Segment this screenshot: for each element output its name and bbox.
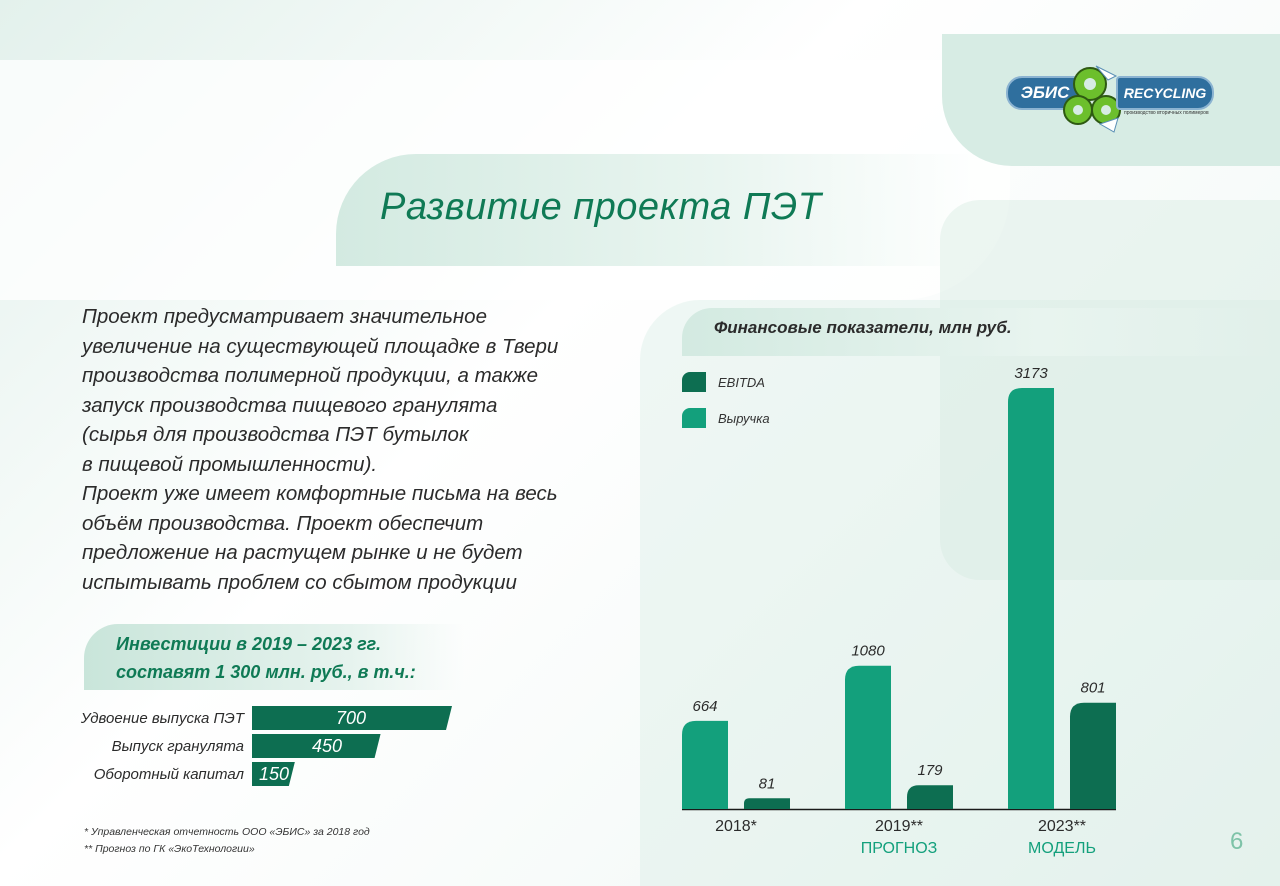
data-label: 664 — [692, 698, 717, 715]
investments-title-line1: Инвестиции в 2019 – 2023 гг. — [116, 634, 382, 654]
footnote: * Управленческая отчетность ООО «ЭБИС» з… — [84, 826, 370, 838]
data-label: 801 — [1080, 680, 1105, 697]
investment-value: 150 — [259, 764, 290, 784]
bar-revenue — [845, 665, 891, 809]
bar-ebitda — [907, 785, 953, 809]
description-line: объём производства. Проект обеспечит — [82, 511, 484, 535]
legend-label-revenue: Выручка — [718, 411, 770, 426]
description-line: (сырья для производства ПЭТ бутылок — [82, 423, 469, 446]
description-line: увеличение на существующей площадке в Тв… — [82, 334, 559, 358]
legend-swatch-revenue — [682, 408, 706, 428]
investment-label: Выпуск гранулята — [111, 738, 244, 755]
bar-ebitda — [744, 798, 790, 809]
gears-icon — [1063, 65, 1121, 133]
x-tick-label: 2019** — [875, 818, 923, 835]
description-line: запуск производства пищевого гранулята — [82, 393, 498, 417]
chart-title: Финансовые показатели, млн руб. — [714, 318, 1012, 337]
background-shape-chart — [640, 300, 1280, 886]
investment-label: Оборотный капитал — [93, 766, 244, 783]
x-tick-label: 2023** — [1038, 818, 1086, 835]
description-line: в пищевой промышленности). — [82, 452, 378, 476]
bar-revenue — [682, 720, 728, 809]
description-line: испытывать проблем со сбытом продукции — [82, 570, 517, 594]
data-label: 81 — [759, 775, 776, 792]
description-line: Проект предусматривает значительное — [82, 305, 487, 328]
background-shape-right — [940, 200, 1280, 580]
investments-panel — [84, 624, 464, 690]
investment-bar — [252, 762, 295, 786]
bar-revenue — [1008, 388, 1054, 809]
data-label: 179 — [917, 762, 943, 779]
x-tick-label: 2018* — [715, 818, 757, 835]
investment-bar — [252, 734, 381, 758]
legend-label-ebitda: EBITDA — [718, 375, 765, 390]
legend-swatch-ebitda — [682, 372, 706, 392]
data-label: 3173 — [1014, 365, 1048, 382]
investments-title-line2: составят 1 300 млн. руб., в т.ч.: — [116, 662, 416, 682]
logo-subtitle: производство вторичных полимеров — [1124, 110, 1209, 116]
description-line: Проект уже имеет комфортные письма на ве… — [82, 482, 558, 505]
page-title: Развитие проекта ПЭТ — [380, 186, 822, 228]
footnote: ** Прогноз по ГК «ЭкоТехнологии» — [84, 843, 255, 855]
investment-value: 700 — [336, 708, 367, 728]
chart-title-panel — [682, 308, 1280, 356]
description-line: предложение на растущем рынке и не будет — [82, 541, 523, 564]
investment-bar — [252, 706, 452, 730]
investment-label: Удвоение выпуска ПЭТ — [80, 710, 244, 727]
logo-right-text: RECYCLING — [1116, 76, 1214, 110]
logo: ЭБИС RECYCLING производство вторичных по… — [1006, 62, 1214, 136]
description-line: производства полимерной продукции, а так… — [82, 364, 539, 387]
page-number: 6 — [1230, 828, 1244, 855]
description-text: Проект предусматривает значительное увел… — [82, 302, 642, 597]
title-panel — [336, 154, 976, 266]
x-tick-sublabel: ПРОГНОЗ — [861, 840, 938, 857]
investments-title: Инвестиции в 2019 – 2023 гг. составят 1 … — [116, 630, 416, 686]
data-label: 1080 — [851, 643, 885, 660]
investment-value: 450 — [312, 736, 343, 756]
bar-ebitda — [1070, 702, 1116, 809]
x-tick-sublabel: МОДЕЛЬ — [1028, 840, 1096, 857]
